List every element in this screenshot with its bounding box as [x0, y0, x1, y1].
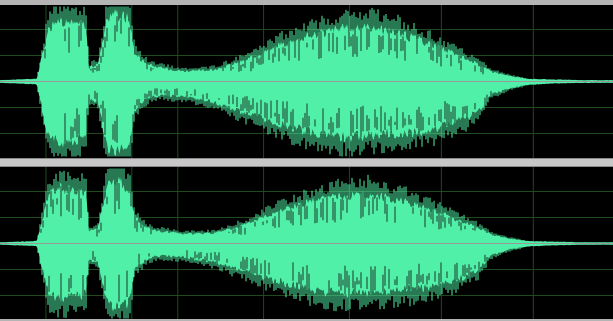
bottom-separator [0, 319, 613, 321]
top-separator [0, 0, 613, 5]
channel-2-canvas[interactable] [0, 167, 613, 320]
channel-2-waveform[interactable] [0, 167, 613, 320]
channel-separator[interactable] [0, 158, 613, 167]
channel-1-waveform[interactable] [0, 5, 613, 158]
channel-1-canvas[interactable] [0, 5, 613, 158]
